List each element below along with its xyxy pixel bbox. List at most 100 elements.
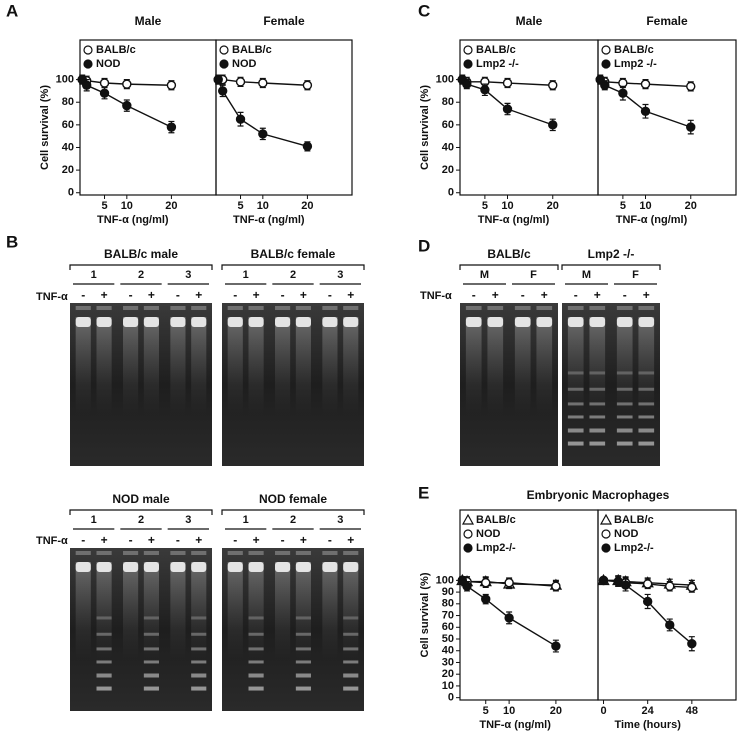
well-band xyxy=(248,562,264,572)
y-tick-label: 80 xyxy=(62,96,74,108)
y-tick-label: 30 xyxy=(442,656,454,668)
well xyxy=(295,306,311,310)
well-band xyxy=(248,317,264,327)
row-label: TNF-α xyxy=(36,535,68,547)
marker xyxy=(258,78,268,88)
ladder-band xyxy=(295,647,311,651)
well xyxy=(567,306,584,310)
y-tick-label: 10 xyxy=(442,680,454,692)
lane-label: M xyxy=(480,269,489,281)
ladder-band xyxy=(96,616,112,620)
gel-title: Lmp2 -/- xyxy=(588,247,635,261)
legend-label: BALB/c xyxy=(614,514,654,526)
well-band xyxy=(638,317,655,327)
gel-title: BALB/c female xyxy=(251,247,336,261)
marker xyxy=(502,78,513,88)
lane-label: F xyxy=(530,269,537,281)
lane-smear xyxy=(143,562,159,660)
plot-frame xyxy=(597,39,737,196)
ladder-band xyxy=(567,441,584,446)
treatment-sign: - xyxy=(281,288,285,302)
ladder-band xyxy=(638,387,655,391)
treatment-sign: - xyxy=(129,533,133,547)
x-tick-label: 0 xyxy=(600,705,606,717)
legend-marker xyxy=(219,45,229,55)
well xyxy=(589,306,606,310)
ladder-band xyxy=(616,371,633,375)
well-band xyxy=(514,317,531,327)
ladder-band xyxy=(248,647,264,651)
x-tick-label: 5 xyxy=(483,705,489,717)
x-axis-label: TNF-α (ng/ml) xyxy=(478,214,550,226)
y-tick-label: 100 xyxy=(436,74,454,86)
lane-smear xyxy=(170,317,186,415)
marker xyxy=(122,79,132,89)
treatment-sign: + xyxy=(148,533,155,547)
marker xyxy=(665,620,675,630)
y-axis-label: Cell survival (%) xyxy=(419,85,431,170)
treatment-sign: - xyxy=(574,288,578,302)
lane-smear xyxy=(248,562,264,660)
well xyxy=(248,306,264,310)
lane-smear xyxy=(191,562,207,660)
legend-label: NOD xyxy=(96,58,121,70)
well-band xyxy=(487,317,504,327)
ladder-band xyxy=(143,647,159,651)
well xyxy=(322,551,338,555)
lane-label: 2 xyxy=(138,514,144,526)
legend-label: BALB/c xyxy=(96,44,136,56)
chart-title: Male xyxy=(135,14,162,28)
y-tick-label: 20 xyxy=(442,164,454,176)
legend-marker xyxy=(463,59,473,69)
lane-smear xyxy=(638,317,655,415)
x-axis-label: TNF-α (ng/ml) xyxy=(233,214,305,226)
treatment-sign: - xyxy=(81,533,85,547)
marker xyxy=(620,580,631,590)
legend-marker xyxy=(219,59,229,69)
ladder-band xyxy=(143,660,159,664)
x-tick-label: 10 xyxy=(121,200,133,212)
well-band xyxy=(123,317,139,327)
well-band xyxy=(465,317,482,327)
treatment-sign: - xyxy=(81,288,85,302)
marker xyxy=(504,578,514,588)
gel-image xyxy=(222,303,364,466)
ladder-band xyxy=(343,660,359,664)
well xyxy=(487,306,504,310)
well-band xyxy=(589,317,606,327)
x-tick-label: 20 xyxy=(550,705,562,717)
treatment-sign: + xyxy=(300,533,307,547)
well xyxy=(96,551,112,555)
y-tick-label: 60 xyxy=(442,119,454,131)
lane-smear xyxy=(343,562,359,660)
well xyxy=(191,551,207,555)
treatment-sign: + xyxy=(541,288,548,302)
ladder-band xyxy=(638,415,655,419)
ladder-band xyxy=(191,632,207,636)
lane-smear xyxy=(75,317,91,415)
x-tick-label: 10 xyxy=(503,705,515,717)
marker xyxy=(481,594,491,604)
marker xyxy=(481,578,491,588)
treatment-sign: + xyxy=(347,533,354,547)
ladder-band xyxy=(191,673,207,678)
ladder-band xyxy=(248,686,264,691)
plot-frame xyxy=(597,509,737,701)
treatment-sign: - xyxy=(176,288,180,302)
x-tick-label: 48 xyxy=(686,705,698,717)
bracket xyxy=(69,509,213,515)
x-tick-label: 5 xyxy=(101,200,107,212)
lane-label: 1 xyxy=(243,269,249,281)
ladder-band xyxy=(96,673,112,678)
lane-smear xyxy=(123,562,139,660)
lane-smear xyxy=(616,317,633,415)
y-tick-label: 70 xyxy=(442,609,454,621)
chart-title: Male xyxy=(516,14,543,28)
marker xyxy=(548,80,558,90)
bracket xyxy=(221,264,365,270)
ladder-band xyxy=(638,428,655,433)
chart-title: Female xyxy=(646,14,688,28)
lane-label: 3 xyxy=(185,269,191,281)
legend-label: Lmp2 -/- xyxy=(614,58,657,70)
